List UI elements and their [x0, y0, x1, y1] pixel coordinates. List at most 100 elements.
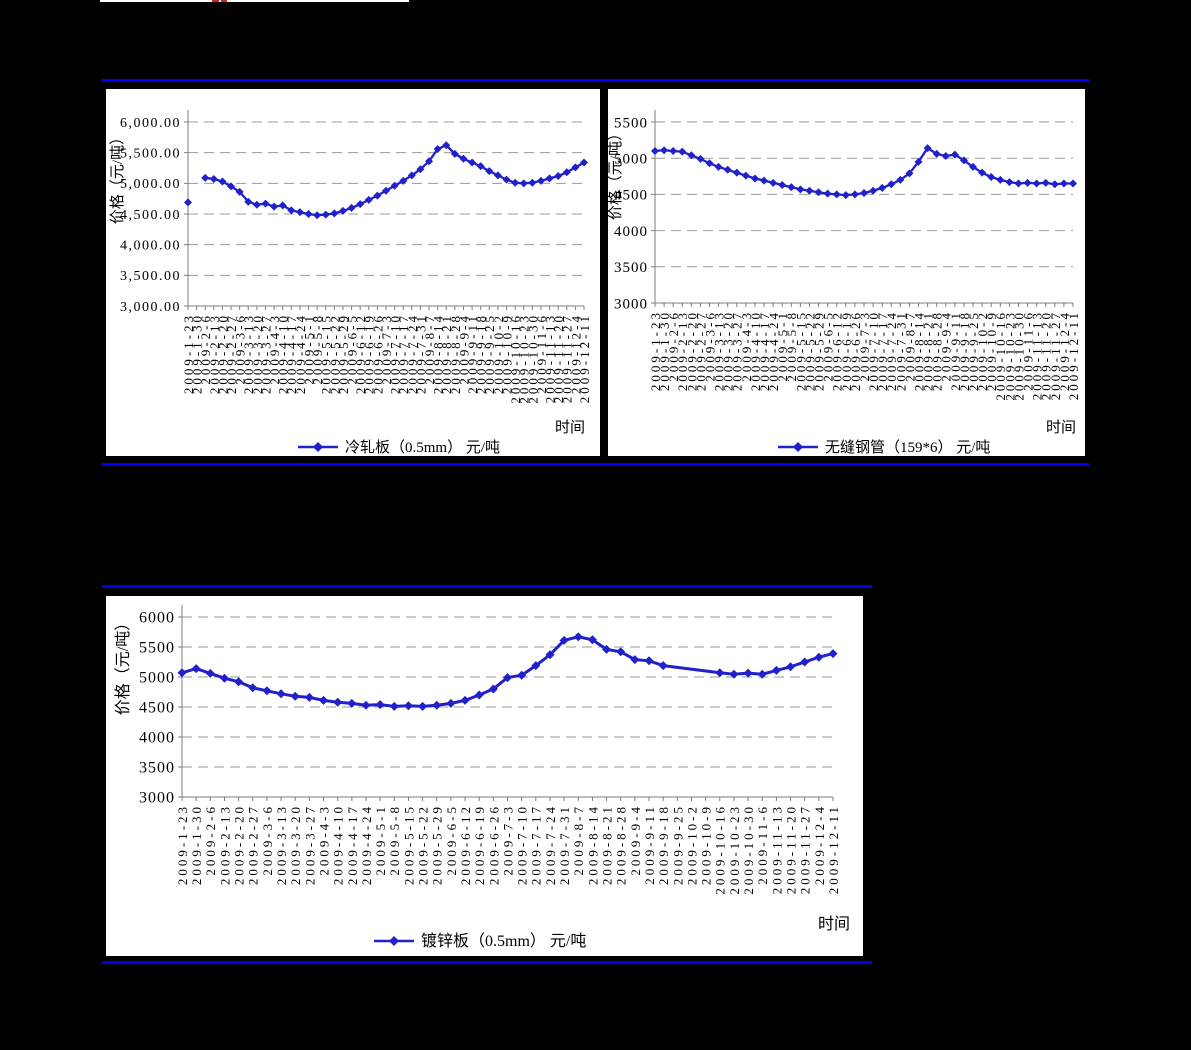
- x-tick-label: 2009-1-23: [648, 310, 663, 391]
- data-point-diamond-marker: [723, 165, 732, 174]
- x-tick-label: 2009-2-27: [693, 310, 708, 391]
- data-point-diamond-marker: [338, 206, 347, 215]
- x-tick-label: 2009-9-4: [456, 313, 471, 385]
- chart-panel-cold-rolled-sheet: 6,000.00 5,500.00 5,000.00 4,500.00 4,000.00…: [106, 89, 600, 456]
- x-tick-label: 2009-9-25: [482, 313, 497, 394]
- x-tick-label: 2009-5-29: [812, 310, 827, 391]
- y-tick-label: 3500: [139, 760, 175, 777]
- data-point-diamond-marker: [696, 154, 705, 163]
- x-tick-label: 2009-12-4: [1057, 310, 1072, 391]
- data-point-diamond-marker: [1041, 178, 1050, 187]
- data-point-diamond-marker: [295, 208, 304, 217]
- data-point-diamond-marker: [270, 202, 279, 211]
- x-tick-label: 2009-9-11: [465, 313, 480, 394]
- x-tick-label: 2009-2-13: [217, 804, 232, 885]
- y-tick-label: 4500: [139, 700, 175, 717]
- data-point-diamond-marker: [304, 692, 314, 702]
- x-tick-label: 2009-8-7: [422, 313, 437, 385]
- data-point-diamond-marker: [914, 157, 923, 166]
- data-point-diamond-marker: [450, 149, 459, 158]
- x-tick-label: 2009-12-11: [1066, 310, 1081, 400]
- x-tick-label: 2009-11-6: [534, 313, 549, 394]
- x-tick-label: 2009-8-14: [431, 313, 446, 394]
- x-tick-label: 2009-3-6: [702, 310, 717, 382]
- x-tick-label: 2009-8-21: [439, 313, 454, 394]
- x-tick-label: 2009-1-23: [175, 804, 190, 885]
- data-point-diamond-marker: [219, 673, 229, 683]
- y-tick-label: 5,000.00: [120, 177, 181, 192]
- data-point-diamond-marker: [407, 171, 416, 180]
- data-point-diamond-marker: [356, 200, 365, 209]
- x-tick-label: 2009-11-27: [798, 804, 813, 894]
- y-axis-title: 价格（元/吨）: [608, 126, 624, 220]
- x-tick-label: 2009-10-9: [699, 804, 714, 885]
- logo-fragment-red: [212, 0, 219, 2]
- x-tick-label: 2009-7-10: [866, 310, 881, 391]
- y-axis-title: 价格（元/吨）: [109, 130, 126, 224]
- x-tick-label: 2009-9-11: [642, 804, 657, 885]
- x-tick-label: 2009-7-24: [543, 804, 558, 885]
- data-point-diamond-marker: [459, 154, 468, 163]
- x-tick-label: 2009-6-19: [839, 310, 854, 391]
- data-point-diamond-marker: [468, 158, 477, 167]
- data-point-diamond-marker: [290, 691, 300, 701]
- data-point-diamond-marker: [573, 632, 583, 642]
- x-tick-label: 2009-10-9: [984, 310, 999, 391]
- y-tick-label: 6,000.00: [120, 116, 181, 131]
- x-tick-label: 2009-7-24: [884, 310, 899, 391]
- x-tick-label: 2009-4-24: [293, 313, 308, 394]
- data-point-diamond-marker: [714, 162, 723, 171]
- data-point-diamond-marker: [399, 176, 408, 185]
- data-point-diamond-marker: [234, 677, 244, 687]
- y-tick-label: 4,000.00: [120, 239, 181, 254]
- data-point-diamond-marker: [787, 183, 796, 192]
- x-tick-label: 2009-4-17: [345, 804, 360, 885]
- x-tick-label: 2009-3-13: [712, 310, 727, 391]
- data-point-diamond-marker: [587, 635, 597, 645]
- data-point-diamond-marker: [841, 191, 850, 200]
- divider-rule-below-top-charts: [102, 463, 1089, 466]
- x-tick-label: 2009-4-17: [757, 310, 772, 391]
- x-tick-label: 2009-11-27: [1048, 310, 1063, 400]
- data-point-diamond-marker: [416, 165, 425, 174]
- chart-panel-galvanized-sheet: 6000 5500 5000 4500 4000 3500 3000 2009-1-23 200…: [106, 596, 863, 956]
- data-point-diamond-marker: [418, 701, 428, 711]
- data-point-diamond-marker: [805, 186, 814, 195]
- x-tick-label: 2009-1-30: [657, 310, 672, 391]
- data-point-diamond-marker: [669, 146, 678, 155]
- data-point-diamond-marker: [796, 185, 805, 194]
- data-point-diamond-marker: [978, 168, 987, 177]
- x-tick-label: 2009-4-10: [276, 313, 291, 394]
- data-point-diamond-marker: [741, 171, 750, 180]
- x-tick-label: 2009-6-12: [830, 310, 845, 391]
- data-point-diamond-marker: [191, 664, 201, 674]
- x-tick-label: 2009-3-6: [233, 313, 248, 385]
- data-point-diamond-marker: [493, 171, 502, 180]
- data-point-diamond-marker: [319, 695, 329, 705]
- data-point-diamond-marker: [651, 146, 659, 155]
- x-tick-label: 2009-11-13: [543, 313, 558, 403]
- data-point-diamond-marker: [814, 188, 823, 197]
- legend-label: 镀锌板（0.5mm） 元/吨: [421, 932, 586, 950]
- data-point-diamond-marker: [528, 178, 537, 187]
- data-point-diamond-marker: [442, 141, 451, 150]
- x-tick-label: 2009-8-21: [921, 310, 936, 391]
- legend-diamond-icon: [389, 936, 399, 946]
- data-point-diamond-marker: [778, 180, 787, 189]
- x-tick-label: 2009-6-19: [362, 313, 377, 394]
- x-tick-label: 2009-2-20: [684, 310, 699, 391]
- x-tick-label: 2009-4-17: [284, 313, 299, 394]
- x-tick-label: 2009-11-20: [551, 313, 566, 403]
- x-tick-label: 2009-3-20: [250, 313, 265, 394]
- data-point-diamond-marker: [750, 174, 759, 183]
- data-point-diamond-marker: [375, 700, 385, 710]
- x-tick-label: 2009-2-27: [246, 804, 261, 885]
- data-point-diamond-marker: [941, 152, 950, 161]
- x-tick-label: 2009-4-3: [739, 310, 754, 382]
- data-point-diamond-marker: [262, 686, 272, 696]
- x-tick-label: 2009-11-13: [769, 804, 784, 894]
- x-tick-label: 2009-7-3: [500, 804, 515, 876]
- data-point-diamond-marker: [261, 199, 270, 208]
- data-point-diamond-marker: [321, 210, 330, 219]
- x-tick-label: 2009-10-23: [727, 804, 742, 895]
